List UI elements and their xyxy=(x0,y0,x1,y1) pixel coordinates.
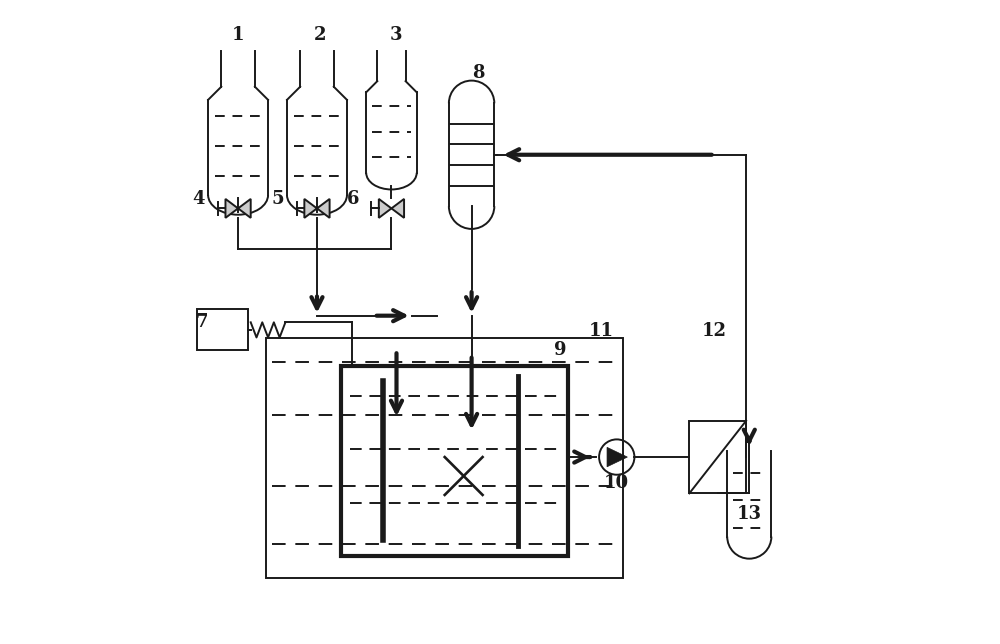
Bar xyxy=(689,421,746,493)
Polygon shape xyxy=(379,199,391,218)
Bar xyxy=(266,338,623,578)
Polygon shape xyxy=(304,199,317,218)
Text: 10: 10 xyxy=(604,474,629,492)
Text: 4: 4 xyxy=(192,190,205,208)
Text: 9: 9 xyxy=(554,341,566,359)
Polygon shape xyxy=(225,199,238,218)
Polygon shape xyxy=(391,199,404,218)
Text: 11: 11 xyxy=(588,323,613,341)
Text: 3: 3 xyxy=(390,26,402,44)
Text: 7: 7 xyxy=(196,313,208,331)
Polygon shape xyxy=(607,448,627,467)
Text: 6: 6 xyxy=(347,190,360,208)
Polygon shape xyxy=(317,199,330,218)
Text: 8: 8 xyxy=(472,64,484,82)
Polygon shape xyxy=(238,199,251,218)
Bar xyxy=(341,366,568,556)
Text: 2: 2 xyxy=(314,26,326,44)
Bar xyxy=(197,309,248,350)
Text: 5: 5 xyxy=(272,190,284,208)
Text: 1: 1 xyxy=(232,26,244,44)
Text: 12: 12 xyxy=(702,323,727,341)
Text: 13: 13 xyxy=(737,506,762,524)
